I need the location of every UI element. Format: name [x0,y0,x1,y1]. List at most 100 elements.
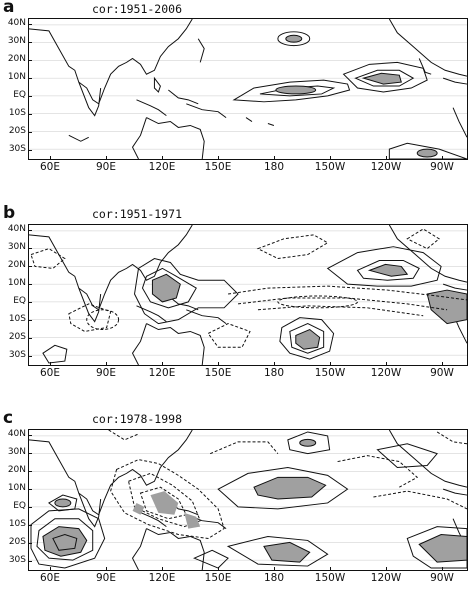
lon-label: 90E [96,572,116,584]
panel-c-letter: c [3,408,14,428]
lat-tick [28,60,32,61]
lon-label: 60E [40,161,60,173]
lat-label: 10S [8,314,26,324]
panel-a-contours [232,31,467,159]
lat-tick [28,248,32,249]
panel-c-title: cor:1978-1998 [92,412,183,426]
lat-label: 30S [8,555,26,565]
lon-tick [274,156,275,160]
lat-tick [28,435,32,436]
panel-a-svg [29,19,467,159]
panel-c-map [28,429,468,571]
lon-tick [386,362,387,366]
lat-label: 20S [8,537,26,547]
lat-tick [28,320,32,321]
lon-label: 120E [148,572,176,584]
panel-b-letter: b [3,203,16,223]
lon-label: 90W [430,161,454,173]
panel-a-letter: a [3,0,15,17]
lon-label: 150E [204,161,232,173]
lat-label: 40N [7,18,26,28]
lat-tick [28,338,32,339]
lon-label: 60E [40,572,60,584]
lat-label: 30N [7,242,26,252]
lat-tick [28,356,32,357]
panel-b-title: cor:1951-1971 [92,207,183,221]
panel-a-map [28,18,468,160]
lon-label: 120E [148,367,176,379]
panel-a-title: cor:1951-2006 [92,2,183,16]
lon-tick [442,362,443,366]
lon-label: 90E [96,367,116,379]
lon-tick [50,156,51,160]
lat-label: 10N [7,483,26,493]
lon-label: 60E [40,367,60,379]
lon-label: 150E [204,572,232,584]
lon-tick [442,156,443,160]
lat-label: EQ [13,296,26,306]
panel-b-negative-contours [30,228,467,348]
lat-label: 20S [8,126,26,136]
panel-b-svg [29,225,467,365]
lon-tick [162,362,163,366]
lon-tick [330,567,331,571]
lat-tick [28,489,32,490]
lat-tick [28,150,32,151]
lat-label: 30N [7,36,26,46]
lon-label: 90E [96,161,116,173]
lat-label: 20N [7,54,26,64]
panel-a-gridlines [29,24,467,150]
lat-label: 10N [7,72,26,82]
lat-tick [28,302,32,303]
lon-label: 120W [370,161,402,173]
lat-label: 20S [8,332,26,342]
panel-b-coastlines [29,225,467,365]
lat-label: 20N [7,465,26,475]
lon-tick [330,362,331,366]
lat-tick [28,561,32,562]
panel-c-negative-shading [132,491,201,529]
lat-tick [28,284,32,285]
lon-tick [218,362,219,366]
lat-label: EQ [13,90,26,100]
lon-tick [330,156,331,160]
lat-label: 10N [7,278,26,288]
lon-tick [162,156,163,160]
lat-label: 30S [8,144,26,154]
panel-c-svg [29,430,467,570]
lat-tick [28,507,32,508]
lon-tick [274,567,275,571]
lon-label: 120W [370,367,402,379]
lon-label: 120W [370,572,402,584]
lat-label: 20N [7,260,26,270]
lat-label: EQ [13,501,26,511]
panel-c-coastlines [29,430,467,570]
lon-label: 120E [148,161,176,173]
lon-tick [106,362,107,366]
lat-tick [28,266,32,267]
lon-label: 90W [430,572,454,584]
lat-label: 10S [8,519,26,529]
lon-label: 150W [314,161,346,173]
lon-tick [162,567,163,571]
lat-tick [28,42,32,43]
lat-tick [28,132,32,133]
lat-tick [28,24,32,25]
lon-label: 180 [263,367,285,379]
lon-label: 90W [430,367,454,379]
lat-tick [28,114,32,115]
lon-tick [442,567,443,571]
lat-tick [28,96,32,97]
lat-tick [28,230,32,231]
lon-tick [218,567,219,571]
lon-label: 150W [314,367,346,379]
lon-label: 150W [314,572,346,584]
lon-tick [106,567,107,571]
lon-tick [106,156,107,160]
lon-tick [50,362,51,366]
lat-label: 30N [7,447,26,457]
lon-tick [50,567,51,571]
lat-tick [28,543,32,544]
lat-tick [28,525,32,526]
lat-tick [28,471,32,472]
